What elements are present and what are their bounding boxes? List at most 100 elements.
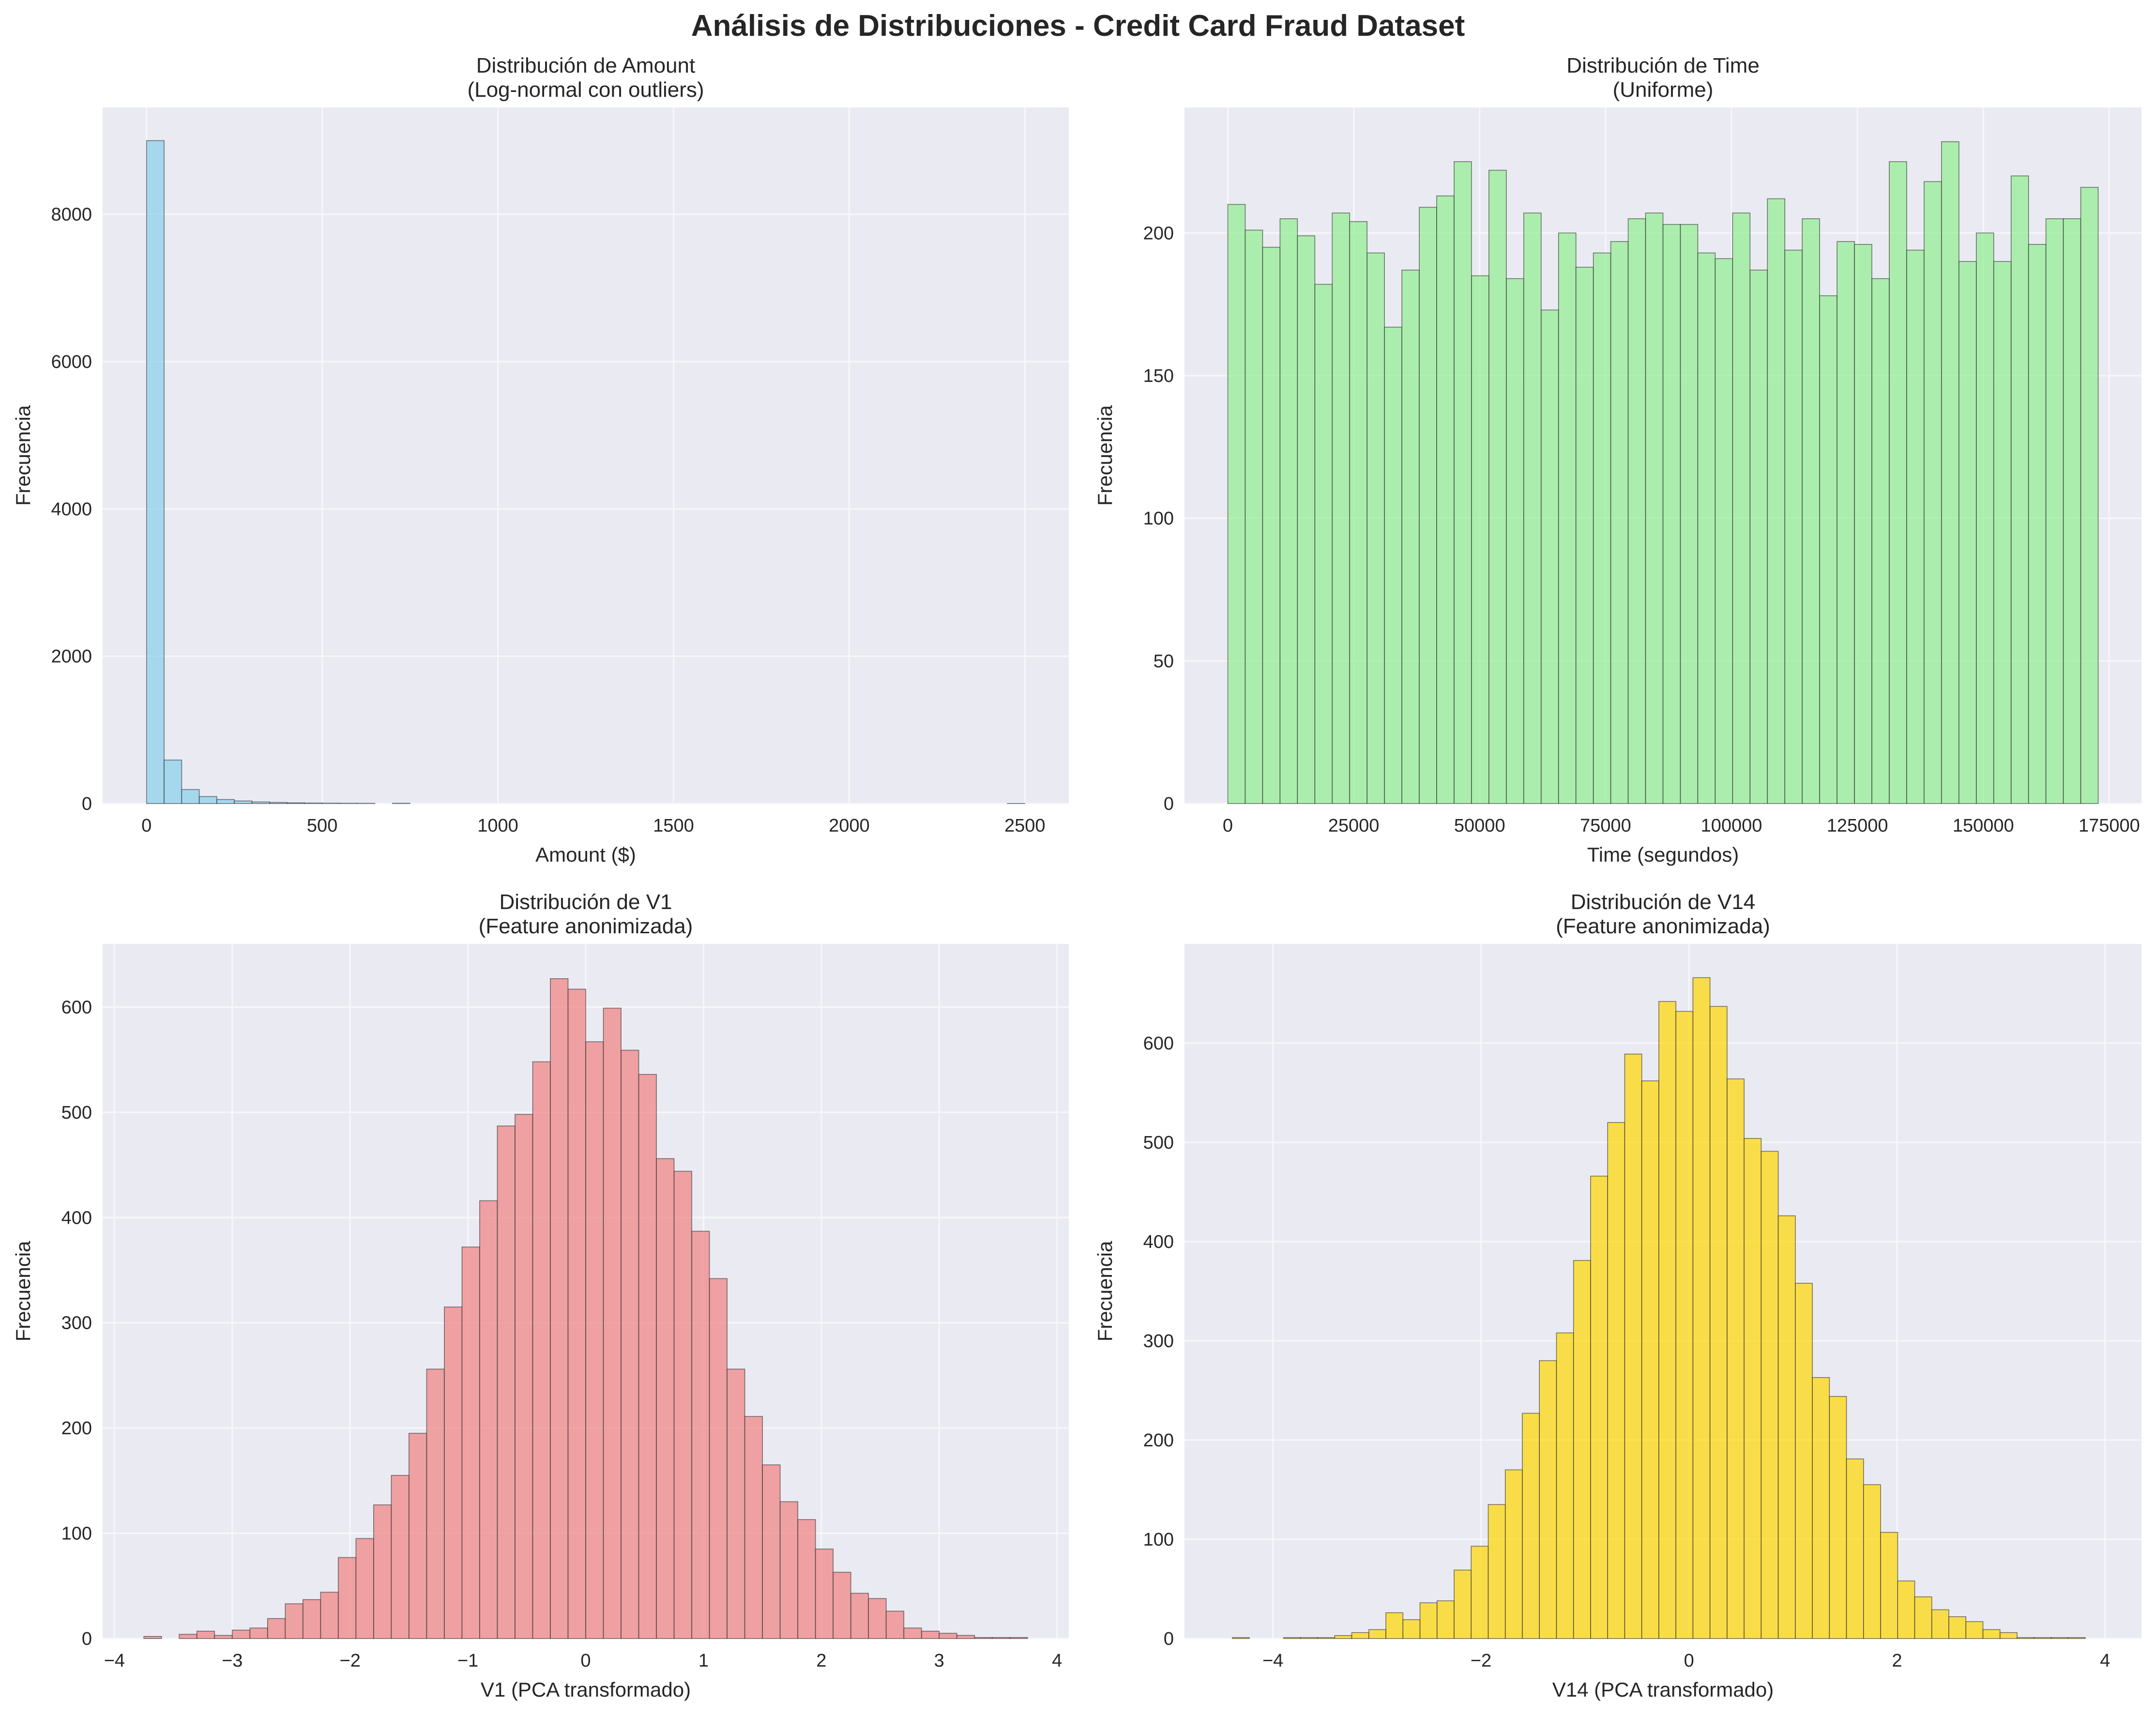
v1-bar — [939, 1633, 957, 1639]
v1-bar — [196, 1630, 215, 1639]
time-x-tick-label: 150000 — [1953, 816, 2014, 836]
time-x-axis-label: Time (segundos) — [1587, 843, 1739, 866]
v14-y-tick-label: 300 — [1143, 1331, 1174, 1351]
v1-y-axis-label: Frecuencia — [12, 1241, 34, 1341]
time-bar — [1245, 229, 1263, 804]
v1-y-tick-label: 300 — [61, 1313, 92, 1334]
v1-bar — [691, 1230, 710, 1639]
amount-x-axis-label: Amount ($) — [535, 843, 636, 866]
v1-bar — [974, 1637, 993, 1639]
v14-bar — [1522, 1412, 1540, 1639]
v1-bar — [532, 1061, 551, 1639]
v1-bar — [231, 1629, 251, 1639]
time-bar — [2045, 218, 2064, 804]
v14-bar — [1829, 1396, 1847, 1639]
panel-v1-histogram: −4 −3 −2 −1 0 1 2 3 4 0 100 200 300 400 500 600 Distribu… — [12, 890, 1069, 1701]
v1-bar — [285, 1603, 304, 1639]
v14-bar — [1675, 1011, 1694, 1639]
time-bar — [1697, 252, 1716, 804]
v1-x-tick-label: −3 — [222, 1651, 243, 1671]
v14-bar — [1795, 1283, 1813, 1639]
time-bar — [1471, 275, 1489, 804]
amount-x-tick-label: 1000 — [477, 816, 518, 836]
v14-bar — [1863, 1484, 1881, 1639]
v1-bar — [391, 1475, 410, 1639]
time-bar — [1314, 284, 1333, 804]
v14-bar — [2067, 1637, 2086, 1639]
v14-bar — [1777, 1215, 1796, 1639]
v14-bar — [1539, 1360, 1557, 1639]
time-bar — [1366, 252, 1385, 804]
v1-bar — [515, 1114, 533, 1639]
v14-bar — [1419, 1602, 1438, 1639]
time-bar — [1419, 207, 1437, 804]
time-x-tick-label: 25000 — [1328, 816, 1380, 836]
v14-bar — [1607, 1122, 1625, 1639]
time-x-tick-label: 100000 — [1701, 816, 1762, 836]
v14-bar — [1573, 1260, 1591, 1639]
time-bar — [1523, 212, 1542, 804]
time-bar — [1784, 249, 1803, 804]
v1-x-axis-label: V1 (PCA transformado) — [481, 1678, 691, 1701]
v14-bar — [1488, 1504, 1506, 1639]
v1-bar — [567, 988, 586, 1639]
v1-bar — [303, 1599, 321, 1639]
v1-bar — [903, 1627, 922, 1639]
time-bar — [1662, 224, 1681, 804]
v1-bar — [815, 1548, 834, 1639]
time-bar — [1540, 309, 1559, 804]
amount-x-tick-label: 2500 — [1004, 816, 1046, 836]
v1-bar — [797, 1519, 816, 1639]
v1-bar — [621, 1049, 639, 1639]
v14-bar — [1812, 1377, 1830, 1639]
v1-bar — [409, 1433, 427, 1639]
v14-x-tick-label: −4 — [1262, 1651, 1283, 1671]
v1-x-tick-label: −2 — [340, 1651, 361, 1671]
v14-bar — [1709, 1006, 1728, 1639]
v1-bar — [267, 1618, 286, 1639]
amount-bar — [304, 803, 323, 804]
amount-bar — [146, 140, 165, 804]
amount-bar — [198, 796, 217, 804]
amount-bar — [339, 803, 358, 804]
time-bar — [1558, 232, 1577, 804]
v14-bar — [1982, 1629, 2001, 1639]
v14-bar — [1590, 1175, 1608, 1639]
v1-x-tick-label: 3 — [934, 1651, 944, 1671]
v14-bar — [1334, 1635, 1352, 1639]
v14-bar — [1283, 1637, 1301, 1639]
v14-bar — [1658, 1001, 1676, 1639]
time-y-tick-label: 0 — [1164, 794, 1174, 814]
v14-bar — [1454, 1569, 1472, 1639]
v14-bar — [1999, 1632, 2018, 1639]
amount-plot-area — [103, 107, 1069, 804]
panel-amount-histogram: 0 500 1000 1500 2000 2500 0 2000 4000 6000 8000 Dis… — [12, 54, 1069, 866]
amount-y-tick-label: 2000 — [51, 647, 92, 667]
time-bar — [1906, 249, 1925, 804]
time-bar — [1297, 235, 1316, 804]
v1-bar — [1009, 1637, 1028, 1639]
v14-bar — [1914, 1596, 1932, 1639]
v1-bar — [143, 1636, 162, 1639]
time-bar — [1279, 218, 1298, 804]
v1-bar — [709, 1278, 728, 1639]
v1-bar — [885, 1610, 905, 1639]
time-bar — [1854, 244, 1872, 804]
v14-bar — [2017, 1637, 2035, 1639]
time-bar — [1593, 252, 1611, 804]
v14-y-tick-label: 100 — [1143, 1530, 1174, 1550]
time-y-tick-label: 150 — [1143, 366, 1174, 386]
time-y-axis-label: Frecuencia — [1093, 405, 1116, 505]
v14-bar — [1846, 1458, 1864, 1639]
v14-bar — [1317, 1637, 1336, 1639]
time-bar — [1802, 218, 1820, 804]
v1-bar — [479, 1200, 498, 1639]
v1-bar — [656, 1158, 675, 1639]
amount-bar — [287, 802, 305, 804]
time-bar — [1436, 195, 1455, 804]
v14-bar — [1641, 1080, 1659, 1639]
time-bar — [2010, 175, 2029, 804]
panel-v14-histogram: −4 −2 0 2 4 0 100 200 300 400 500 600 Distribución d… — [1093, 890, 2141, 1701]
amount-bar — [269, 802, 288, 804]
v1-bar — [603, 1007, 622, 1639]
